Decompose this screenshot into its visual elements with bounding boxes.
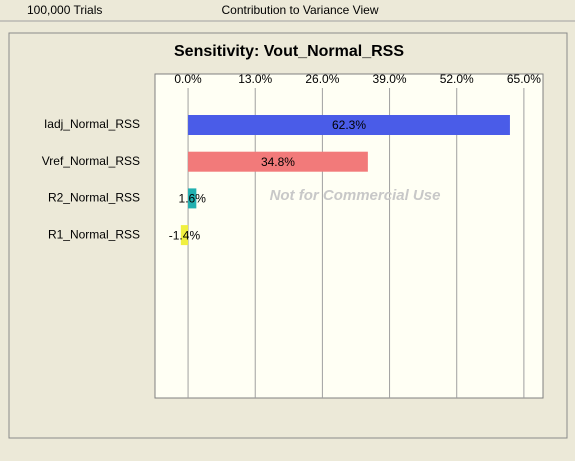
chart-frame — [8, 32, 568, 439]
bar — [188, 115, 510, 135]
value-label: 62.3% — [332, 118, 366, 132]
value-label: 1.6% — [179, 192, 207, 206]
bar — [188, 151, 368, 172]
watermark: Not for Commercial Use — [270, 187, 441, 204]
category-label: Iadj_Normal_RSS — [44, 117, 140, 131]
x-tick-label: 0.0% — [174, 72, 202, 86]
chart-title: Sensitivity: Vout_Normal_RSS — [174, 43, 404, 60]
x-tick-label: 39.0% — [373, 72, 407, 86]
bar — [188, 188, 197, 209]
bar — [180, 225, 189, 246]
x-tick-label: 52.0% — [440, 72, 474, 86]
value-label: 34.8% — [261, 155, 295, 169]
category-label: R1_Normal_RSS — [48, 227, 140, 241]
x-tick-label: 26.0% — [305, 72, 339, 86]
view-label: Contribution to Variance View — [222, 3, 379, 17]
x-tick-label: 13.0% — [238, 72, 272, 86]
value-label: -1.4% — [169, 228, 201, 242]
category-label: R2_Normal_RSS — [48, 191, 140, 205]
trials-label: 100,000 Trials — [27, 3, 102, 17]
x-tick-label: 65.0% — [507, 72, 541, 86]
category-label: Vref_Normal_RSS — [42, 154, 140, 168]
